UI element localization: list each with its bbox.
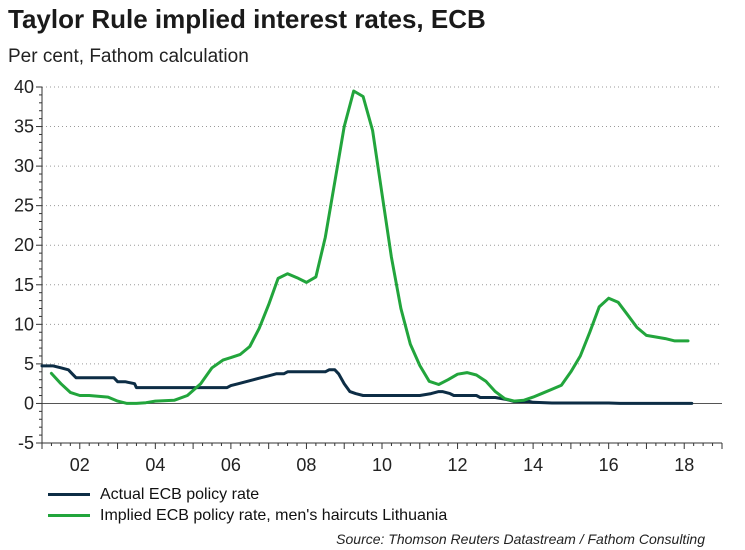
x-tick-label-16: 16 bbox=[599, 455, 619, 475]
source-note: Source: Thomson Reuters Datastream / Fat… bbox=[336, 531, 705, 547]
legend-label-actual: Actual ECB policy rate bbox=[100, 485, 260, 503]
y-tick-label-4: 15 bbox=[14, 275, 34, 295]
legend-item-actual: Actual ECB policy rate bbox=[48, 484, 447, 505]
x-tick-label-18: 18 bbox=[674, 455, 694, 475]
x-tick-label-06: 06 bbox=[221, 455, 241, 475]
series-line-actual bbox=[40, 364, 694, 405]
x-tick-label-14: 14 bbox=[523, 455, 543, 475]
y-tick-label-6: 25 bbox=[14, 196, 34, 216]
legend-item-implied: Implied ECB policy rate, men's haircuts … bbox=[48, 505, 447, 526]
y-tick-label-1: 0 bbox=[24, 393, 34, 413]
y-tick-label-0: -5 bbox=[18, 433, 34, 453]
x-tick-label-08: 08 bbox=[296, 455, 316, 475]
x-tick-label-04: 04 bbox=[145, 455, 165, 475]
y-tick-label-8: 35 bbox=[14, 117, 34, 137]
series-lines bbox=[40, 89, 694, 405]
x-tick-labels: 02 04 06 08 10 12 14 16 18 bbox=[70, 455, 694, 475]
chart-title: Taylor Rule implied interest rates, ECB bbox=[8, 4, 486, 34]
legend-swatch-actual bbox=[48, 493, 90, 496]
axes bbox=[36, 86, 723, 449]
x-tick-label-02: 02 bbox=[70, 455, 90, 475]
y-tick-label-7: 30 bbox=[14, 156, 34, 176]
y-tick-label-5: 20 bbox=[14, 235, 34, 255]
legend-label-implied: Implied ECB policy rate, men's haircuts … bbox=[100, 506, 448, 524]
y-tick-labels: -5 0 5 10 15 20 25 30 35 40 bbox=[14, 77, 34, 453]
legend: Actual ECB policy rate Implied ECB polic… bbox=[48, 484, 447, 526]
gridlines bbox=[42, 86, 722, 444]
chart-subtitle: Per cent, Fathom calculation bbox=[8, 46, 249, 67]
x-tick-label-10: 10 bbox=[372, 455, 392, 475]
series-line-implied bbox=[49, 89, 690, 405]
x-tick-label-12: 12 bbox=[448, 455, 468, 475]
y-tick-label-9: 40 bbox=[14, 77, 34, 97]
y-tick-label-3: 10 bbox=[14, 314, 34, 334]
legend-swatch-implied bbox=[48, 514, 90, 517]
y-tick-label-2: 5 bbox=[24, 354, 34, 374]
